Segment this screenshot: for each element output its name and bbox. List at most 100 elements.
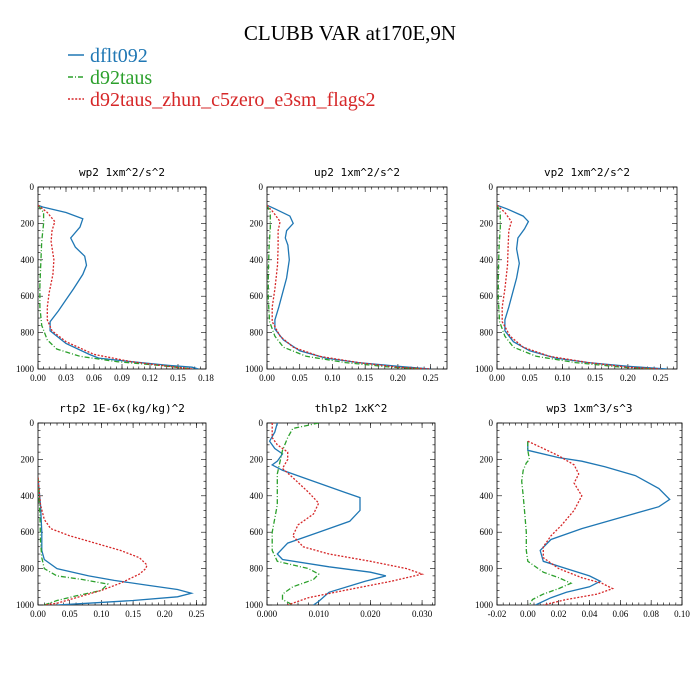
series-line-dflt092 (268, 423, 387, 605)
y-tick-label: 800 (21, 328, 35, 338)
series-line-d92taus_zhun_c5zero_e3sm_flags2 (38, 204, 193, 369)
figure-title: CLUBB VAR at170E,9N (244, 21, 456, 45)
legend-entry-d92taus-zhun: d92taus_zhun_c5zero_e3sm_flags2 (68, 89, 375, 111)
legend: dflt092 d92taus d92taus_zhun_c5zero_e3sm… (68, 45, 375, 111)
panel-title: up2 1xm^2/s^2 (314, 166, 400, 179)
x-tick-label: 0.020 (360, 609, 381, 619)
x-tick-label: 0.10 (555, 373, 571, 383)
y-tick-label: 200 (480, 218, 494, 228)
panel-title: wp3 1xm^3/s^3 (546, 402, 632, 415)
x-tick-label: 0.20 (390, 373, 406, 383)
y-tick-label: 400 (480, 491, 494, 501)
plot-frame (266, 422, 436, 606)
x-tick-label: 0.06 (612, 609, 628, 619)
x-tick-label: 0.18 (198, 373, 214, 383)
series-line-d92taus (38, 477, 110, 605)
y-tick-label: 0 (259, 418, 264, 428)
x-tick-label: 0.09 (114, 373, 130, 383)
series-line-dflt092 (527, 441, 671, 605)
y-tick-label: 400 (250, 255, 264, 265)
panel-title: wp2 1xm^2/s^2 (79, 166, 165, 179)
y-tick-label: 1000 (16, 364, 35, 374)
x-tick-label: 0.08 (643, 609, 659, 619)
y-tick-label: 600 (250, 527, 264, 537)
legend-label-d92taus-zhun: d92taus_zhun_c5zero_e3sm_flags2 (90, 89, 375, 111)
y-tick-label: 800 (480, 328, 494, 338)
series-line-d92taus_zhun_c5zero_e3sm_flags2 (267, 204, 431, 369)
legend-label-dflt092: dflt092 (90, 45, 148, 67)
y-tick-label: 200 (250, 218, 264, 228)
x-tick-label: 0.04 (582, 609, 598, 619)
y-tick-label: 0 (30, 418, 35, 428)
x-tick-label: 0.15 (125, 609, 141, 619)
y-tick-label: 0 (489, 418, 494, 428)
legend-entry-dflt092: dflt092 (68, 45, 148, 67)
y-tick-label: 1000 (475, 364, 494, 374)
x-tick-label: 0.00 (489, 373, 505, 383)
panel-title: thlp2 1xK^2 (315, 402, 388, 415)
series-line-d92taus (38, 204, 193, 369)
panel-4: rtp2 1E-6x(kg/kg)^2 0 200 400 600 800 10000.00… (16, 402, 207, 619)
y-tick-label: 600 (480, 527, 494, 537)
series-line-d92taus_zhun_c5zero_e3sm_flags2 (527, 440, 615, 605)
x-tick-label: -0.02 (488, 609, 507, 619)
panel-6: wp3 1xm^3/s^3 0 200 400 600 800 1000-0.02 0.00 0… (475, 402, 690, 619)
y-tick-label: 200 (480, 454, 494, 464)
x-tick-label: 0.15 (357, 373, 373, 383)
y-tick-label: 800 (21, 564, 35, 574)
y-tick-label: 400 (250, 491, 264, 501)
y-tick-label: 600 (21, 291, 35, 301)
y-tick-label: 200 (250, 454, 264, 464)
series-line-d92taus_zhun_c5zero_e3sm_flags2 (497, 204, 661, 369)
series-line-dflt092 (38, 477, 194, 605)
series-line-d92taus (497, 204, 655, 369)
y-tick-label: 600 (480, 291, 494, 301)
y-tick-label: 400 (21, 255, 35, 265)
series-line-d92taus_zhun_c5zero_e3sm_flags2 (38, 477, 148, 605)
y-tick-label: 400 (480, 255, 494, 265)
x-tick-label: 0.03 (58, 373, 74, 383)
y-tick-label: 1000 (475, 600, 494, 610)
y-tick-label: 0 (259, 182, 264, 192)
x-tick-label: 0.25 (653, 373, 669, 383)
x-tick-label: 0.10 (674, 609, 690, 619)
legend-entry-d92taus: d92taus (68, 67, 152, 89)
y-tick-label: 400 (21, 491, 35, 501)
y-tick-label: 600 (21, 527, 35, 537)
y-tick-label: 200 (21, 218, 35, 228)
x-tick-label: 0.00 (30, 609, 46, 619)
series-line-dflt092 (38, 204, 199, 369)
x-tick-label: 0.20 (157, 609, 173, 619)
series-line-d92taus (267, 204, 425, 369)
y-tick-label: 200 (21, 454, 35, 464)
y-tick-label: 800 (250, 328, 264, 338)
series-line-d92taus (521, 441, 573, 605)
x-tick-label: 0.05 (62, 609, 78, 619)
x-tick-label: 0.02 (551, 609, 567, 619)
y-tick-label: 1000 (16, 600, 35, 610)
y-tick-label: 600 (250, 291, 264, 301)
plot-frame (496, 186, 678, 370)
x-tick-label: 0.10 (325, 373, 341, 383)
x-tick-label: 0.06 (86, 373, 102, 383)
x-tick-label: 0.10 (94, 609, 110, 619)
x-tick-label: 0.05 (292, 373, 308, 383)
y-tick-label: 800 (250, 564, 264, 574)
legend-label-d92taus: d92taus (90, 67, 152, 89)
x-tick-label: 0.25 (189, 609, 205, 619)
x-tick-label: 0.20 (620, 373, 636, 383)
x-tick-label: 0.00 (30, 373, 46, 383)
x-tick-label: 0.030 (412, 609, 433, 619)
x-tick-label: 0.00 (259, 373, 275, 383)
x-tick-label: 0.12 (142, 373, 158, 383)
x-tick-label: 0.25 (423, 373, 439, 383)
y-tick-label: 1000 (245, 600, 264, 610)
x-tick-label: 0.15 (587, 373, 603, 383)
plot-frame (37, 422, 207, 606)
